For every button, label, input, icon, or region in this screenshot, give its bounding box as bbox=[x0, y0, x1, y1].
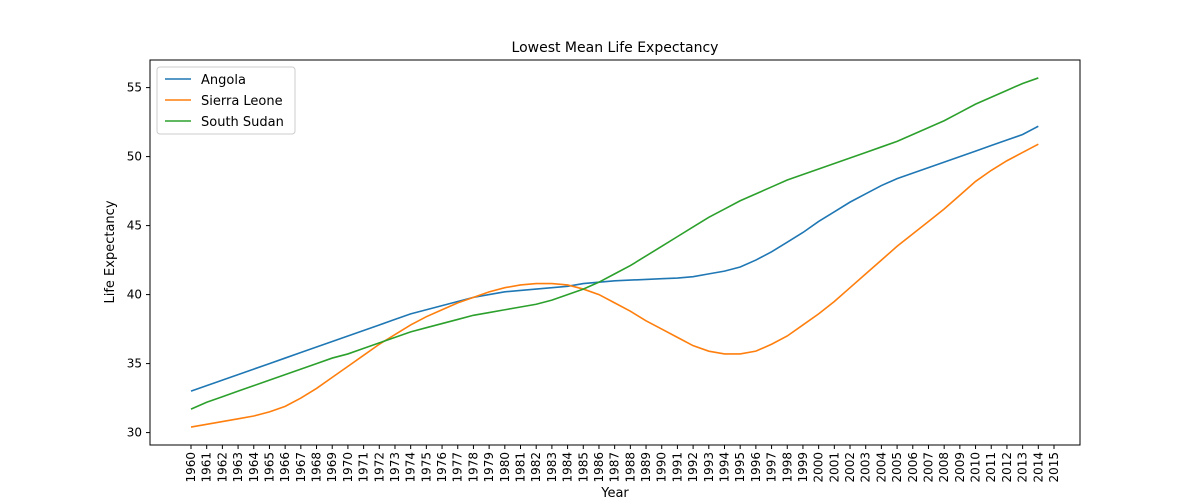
legend-label: Angola bbox=[201, 73, 246, 88]
y-axis-label: Life Expectancy bbox=[103, 200, 118, 303]
x-tick-label: 2002 bbox=[843, 452, 857, 483]
x-tick-label: 1962 bbox=[215, 452, 229, 483]
x-tick-label: 1965 bbox=[262, 452, 276, 483]
x-tick-label: 2010 bbox=[969, 452, 983, 483]
x-tick-label: 2015 bbox=[1047, 452, 1061, 483]
y-tick-label: 40 bbox=[127, 288, 142, 302]
x-tick-label: 1961 bbox=[200, 452, 214, 483]
x-tick-label: 1982 bbox=[529, 452, 543, 483]
x-tick-label: 1998 bbox=[780, 452, 794, 483]
data-line bbox=[190, 77, 1039, 410]
x-tick-label: 1989 bbox=[639, 452, 653, 483]
legend-box bbox=[156, 66, 296, 135]
x-tick-label: 1992 bbox=[686, 452, 700, 483]
legend-label: Sierra Leone bbox=[201, 94, 283, 109]
x-tick-label: 1984 bbox=[561, 452, 575, 483]
y-tick-label: 50 bbox=[127, 150, 142, 164]
x-tick-label: 1994 bbox=[717, 452, 731, 483]
x-tick-label: 1971 bbox=[357, 452, 371, 483]
x-tick-label: 1966 bbox=[278, 452, 292, 483]
x-tick-label: 1981 bbox=[514, 452, 528, 483]
x-tick-label: 1978 bbox=[466, 452, 480, 483]
x-tick-label: 1993 bbox=[702, 452, 716, 483]
x-tick-label: 2014 bbox=[1031, 452, 1045, 483]
x-tick-label: 2009 bbox=[953, 452, 967, 483]
legend-label: South Sudan bbox=[201, 115, 284, 130]
data-line bbox=[190, 125, 1039, 392]
x-tick-label: 1975 bbox=[419, 452, 433, 483]
x-tick-label: 2006 bbox=[906, 452, 920, 483]
plot-frame bbox=[149, 59, 1081, 446]
x-tick-label: 1970 bbox=[341, 452, 355, 483]
x-tick-label: 1980 bbox=[498, 452, 512, 483]
x-axis-label: Year bbox=[600, 486, 629, 500]
x-tick-label: 2003 bbox=[859, 452, 873, 483]
x-tick-label: 2008 bbox=[937, 452, 951, 483]
y-tick-label: 30 bbox=[127, 426, 142, 440]
x-tick-label: 2007 bbox=[921, 452, 935, 483]
x-tick-label: 1967 bbox=[294, 452, 308, 483]
x-tick-label: 1999 bbox=[796, 452, 810, 483]
x-tick-label: 2011 bbox=[984, 452, 998, 483]
x-tick-label: 1968 bbox=[310, 452, 324, 483]
x-tick-label: 1976 bbox=[435, 452, 449, 483]
data-line bbox=[190, 143, 1039, 428]
x-tick-label: 1969 bbox=[325, 452, 339, 483]
x-tick-label: 1996 bbox=[749, 452, 763, 483]
x-tick-label: 1979 bbox=[482, 452, 496, 483]
x-tick-label: 1986 bbox=[592, 452, 606, 483]
x-tick-label: 1972 bbox=[372, 452, 386, 483]
x-tick-label: 1974 bbox=[404, 452, 418, 483]
x-tick-label: 1987 bbox=[608, 452, 622, 483]
x-tick-label: 1995 bbox=[733, 452, 747, 483]
x-tick-label: 1988 bbox=[623, 452, 637, 483]
x-tick-label: 2004 bbox=[874, 452, 888, 483]
x-tick-label: 1977 bbox=[451, 452, 465, 483]
x-tick-label: 1990 bbox=[655, 452, 669, 483]
x-tick-label: 1960 bbox=[184, 452, 198, 483]
x-tick-label: 1997 bbox=[765, 452, 779, 483]
x-tick-label: 1991 bbox=[670, 452, 684, 483]
y-tick-label: 55 bbox=[127, 81, 142, 95]
y-tick-label: 45 bbox=[127, 219, 142, 233]
x-tick-label: 1983 bbox=[545, 452, 559, 483]
x-tick-label: 2000 bbox=[812, 452, 826, 483]
x-tick-label: 2012 bbox=[1000, 452, 1014, 483]
x-tick-label: 1973 bbox=[388, 452, 402, 483]
x-tick-label: 1964 bbox=[247, 452, 261, 483]
x-tick-label: 2001 bbox=[827, 452, 841, 483]
x-tick-label: 2013 bbox=[1016, 452, 1030, 483]
x-tick-label: 2005 bbox=[890, 452, 904, 483]
x-tick-label: 1985 bbox=[576, 452, 590, 483]
y-tick-label: 35 bbox=[127, 357, 142, 371]
x-tick-label: 1963 bbox=[231, 452, 245, 483]
chart-title: Lowest Mean Life Expectancy bbox=[512, 40, 719, 56]
